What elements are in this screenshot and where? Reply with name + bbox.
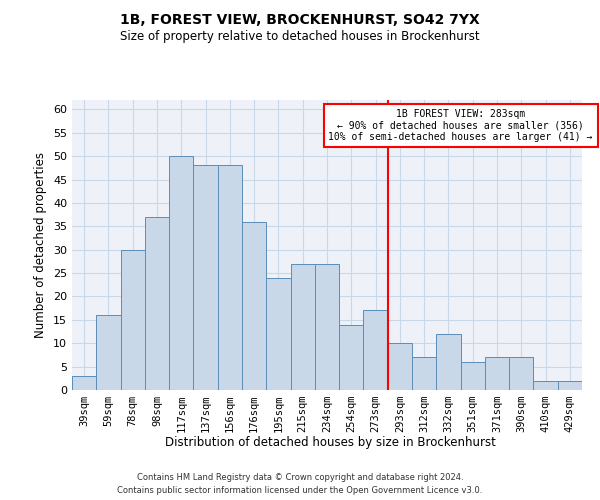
Text: 1B, FOREST VIEW, BROCKENHURST, SO42 7YX: 1B, FOREST VIEW, BROCKENHURST, SO42 7YX — [120, 12, 480, 26]
Bar — [218, 166, 242, 390]
Bar — [121, 250, 145, 390]
Bar — [145, 217, 169, 390]
Text: Contains HM Land Registry data © Crown copyright and database right 2024.
Contai: Contains HM Land Registry data © Crown c… — [118, 474, 482, 495]
Bar — [266, 278, 290, 390]
Bar — [533, 380, 558, 390]
Bar — [290, 264, 315, 390]
Bar — [242, 222, 266, 390]
Y-axis label: Number of detached properties: Number of detached properties — [34, 152, 47, 338]
Bar — [193, 166, 218, 390]
Bar — [339, 324, 364, 390]
Bar — [461, 362, 485, 390]
Bar — [364, 310, 388, 390]
Bar — [96, 315, 121, 390]
Bar — [485, 358, 509, 390]
Bar — [388, 343, 412, 390]
Text: Size of property relative to detached houses in Brockenhurst: Size of property relative to detached ho… — [120, 30, 480, 43]
Bar — [558, 380, 582, 390]
Bar — [315, 264, 339, 390]
Bar — [169, 156, 193, 390]
Bar — [509, 358, 533, 390]
Text: 1B FOREST VIEW: 283sqm
← 90% of detached houses are smaller (356)
10% of semi-de: 1B FOREST VIEW: 283sqm ← 90% of detached… — [328, 109, 593, 142]
Bar — [412, 358, 436, 390]
Bar — [436, 334, 461, 390]
Bar — [72, 376, 96, 390]
Text: Distribution of detached houses by size in Brockenhurst: Distribution of detached houses by size … — [164, 436, 496, 449]
